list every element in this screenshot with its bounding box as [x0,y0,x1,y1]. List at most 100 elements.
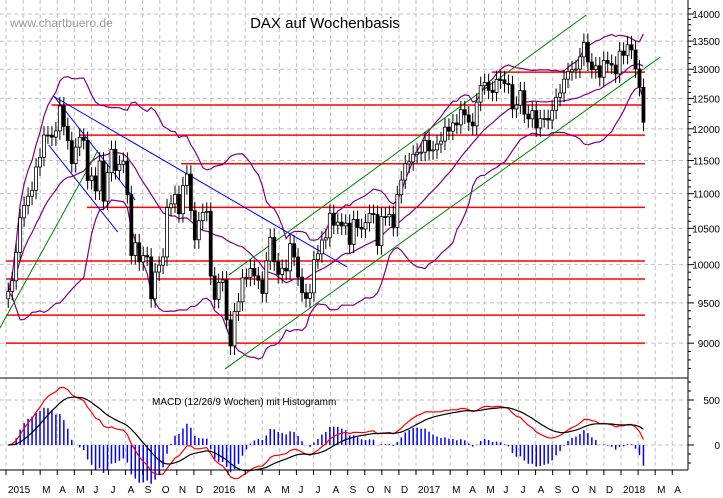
x-tick-label: N [384,485,391,496]
candle-down [597,65,602,78]
candle-up [248,268,253,278]
macd-panel [8,386,645,484]
candle-down [375,214,380,247]
candle-up [34,166,38,191]
candle-up [161,256,165,266]
candle-down [228,319,233,347]
candle-up [42,134,46,158]
candle-up [625,44,630,56]
candle-up [407,161,412,165]
candle-down [534,110,539,129]
candle-down [224,279,229,321]
candle-down [633,49,638,70]
candle-down [93,175,98,192]
bollinger-lower [7,86,644,360]
candle-down [69,140,74,164]
candle-down [177,194,181,215]
candle-up [117,163,122,171]
candle-down [304,292,308,299]
candle-down [391,213,396,228]
candle-down [605,60,610,64]
candle-up [38,156,42,168]
x-tick-label: M [247,485,255,496]
candle-up [395,194,400,228]
x-tick-label: A [128,485,135,496]
x-tick-label: S [350,485,357,496]
candle-up [89,175,94,181]
candle-down [383,216,388,218]
candle-down [149,256,154,300]
candle-up [593,65,598,71]
candle-up [196,220,201,241]
candle-down [522,90,527,115]
x-tick-label: J [503,485,508,496]
x-tick-label: A [538,485,545,496]
trend-line [52,95,348,268]
candle-up [581,41,586,58]
candle-up [57,105,62,132]
chart-title: DAX auf Wochenbasis [250,15,400,32]
candle-up [153,271,158,300]
macd-line [8,386,644,480]
trend-line [0,149,99,329]
candle-up [204,210,209,213]
x-tick-label: M [657,485,665,496]
candle-down [81,136,86,141]
candle-up [474,101,479,127]
candle-up [77,136,82,148]
watermark: www.chartbuero.de [9,16,113,30]
grid [0,0,688,470]
candle-up [363,222,368,230]
candle-up [6,290,11,300]
x-tick-label: D [606,485,613,496]
candle-up [10,280,15,292]
candle-up [367,213,372,224]
candle-up [482,82,487,87]
y-tick-label: 14000 [692,10,720,21]
candle-down [427,140,431,152]
candle-up [22,205,27,219]
trend-lines [0,14,661,370]
candle-up [30,189,34,197]
x-tick-label: A [333,485,340,496]
candle-down [339,221,344,227]
candle-up [574,68,578,71]
candle-up [165,207,169,258]
candle-down [276,261,281,275]
candle-down [510,84,515,110]
candle-down [621,50,626,56]
candle-up [240,277,245,303]
x-tick-label: D [196,485,203,496]
candle-down [125,160,130,196]
candle-down [212,275,217,300]
candle-up [316,253,320,261]
candle-down [609,62,614,66]
candle-up [351,219,356,245]
candle-up [323,237,328,241]
y-tick-label: 10500 [692,224,720,235]
y-tick-label: 12500 [692,94,720,105]
candle-up [399,179,404,196]
candle-up [494,79,499,93]
candle-up [558,92,562,98]
candle-down [137,242,142,263]
y-tick-label: 9000 [698,339,721,350]
candle-up [141,255,146,263]
candle-down [101,160,106,202]
candle-down [208,210,213,277]
candle-up [443,126,447,142]
candle-up [236,301,241,313]
candle-up [419,151,424,154]
candle-up [26,195,30,206]
candle-down [498,79,503,81]
candle-down [486,82,491,91]
trend-line [228,14,587,276]
candle-up [14,251,19,282]
candle-down [466,114,471,123]
candle-up [550,109,555,121]
x-tick-label: M [42,485,50,496]
candle-up [121,160,126,165]
x-tick-label: O [572,485,580,496]
